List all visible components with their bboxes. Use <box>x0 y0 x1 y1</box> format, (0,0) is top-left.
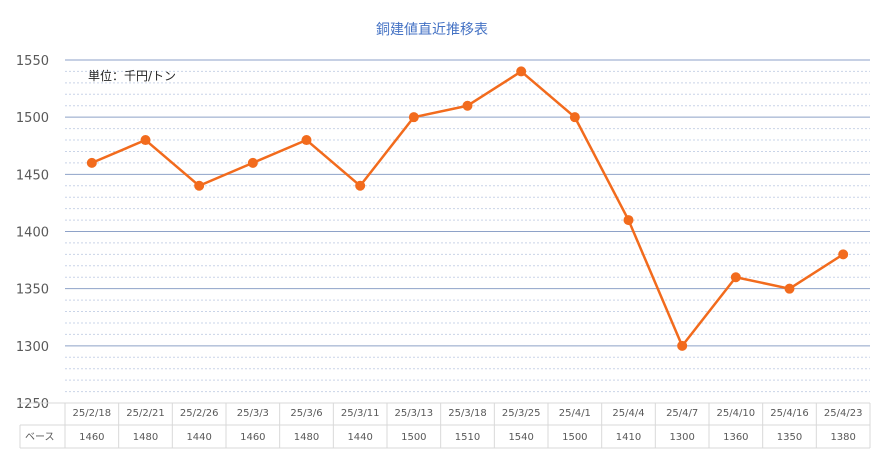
y-tick-label: 1350 <box>16 283 49 298</box>
table-value: 1510 <box>455 432 480 443</box>
x-tick-label: 25/3/25 <box>502 408 541 419</box>
data-point <box>301 135 312 146</box>
table-value: 1350 <box>777 432 802 443</box>
x-tick-label: 25/3/18 <box>448 408 487 419</box>
data-point <box>86 157 97 168</box>
table-value: 1360 <box>723 432 748 443</box>
table-value: 1500 <box>401 432 426 443</box>
table-value: 1540 <box>508 432 533 443</box>
data-point <box>838 249 849 260</box>
data-point <box>784 283 795 294</box>
x-tick-label: 25/3/3 <box>237 408 269 419</box>
y-tick-label: 1500 <box>16 111 49 126</box>
data-table: ベース 1460 1480 1440 1460 1480 1440 1500 1510 1540 1… <box>19 402 871 449</box>
chart-title: 銅建値直近推移表 <box>376 21 488 38</box>
y-tick-label: 1400 <box>16 226 49 241</box>
data-point <box>462 100 473 111</box>
table-value: 1440 <box>347 432 372 443</box>
x-tick-label: 25/4/23 <box>824 408 863 419</box>
data-point <box>569 112 580 123</box>
x-tick-label: 25/3/6 <box>290 408 322 419</box>
data-point <box>140 135 151 146</box>
table-value: 1410 <box>616 432 641 443</box>
data-point <box>677 340 688 351</box>
data-point <box>516 66 527 77</box>
x-tick-label: 25/2/26 <box>180 408 219 419</box>
data-point <box>247 157 258 168</box>
data-point <box>730 272 741 283</box>
y-tick-label: 1550 <box>16 54 49 69</box>
table-value: 1380 <box>830 432 855 443</box>
series-label: ベース <box>25 431 55 443</box>
x-axis: 25/2/18 25/2/21 25/2/26 25/3/3 25/3/6 25/3/11… <box>73 408 863 419</box>
y-tick-label: 1450 <box>16 168 49 183</box>
table-value: 1480 <box>133 432 158 443</box>
table-value: 1300 <box>669 432 694 443</box>
y-tick-label: 1250 <box>16 397 49 412</box>
unit-label: 単位：千円/トン <box>88 68 176 83</box>
x-tick-label: 25/4/4 <box>612 408 644 419</box>
table-value: 1500 <box>562 432 587 443</box>
x-tick-label: 25/4/10 <box>717 408 756 419</box>
plot-series <box>86 66 849 351</box>
y-axis: 1250 1300 1350 1400 1450 1500 1550 <box>16 54 49 412</box>
data-point <box>194 180 205 191</box>
data-point <box>355 180 366 191</box>
x-tick-label: 25/2/18 <box>73 408 112 419</box>
x-tick-label: 25/4/16 <box>770 408 809 419</box>
table-value: 1480 <box>294 432 319 443</box>
x-tick-label: 25/4/7 <box>666 408 698 419</box>
table-value: 1460 <box>240 432 265 443</box>
y-tick-label: 1300 <box>16 340 49 355</box>
data-point <box>623 215 634 226</box>
data-point <box>408 112 419 123</box>
x-tick-label: 25/3/11 <box>341 408 380 419</box>
table-value: 1440 <box>186 432 211 443</box>
x-tick-label: 25/4/1 <box>559 408 591 419</box>
x-tick-label: 25/3/13 <box>395 408 434 419</box>
x-tick-label: 25/2/21 <box>126 408 165 419</box>
gridlines <box>65 59 870 393</box>
table-value: 1460 <box>79 432 104 443</box>
